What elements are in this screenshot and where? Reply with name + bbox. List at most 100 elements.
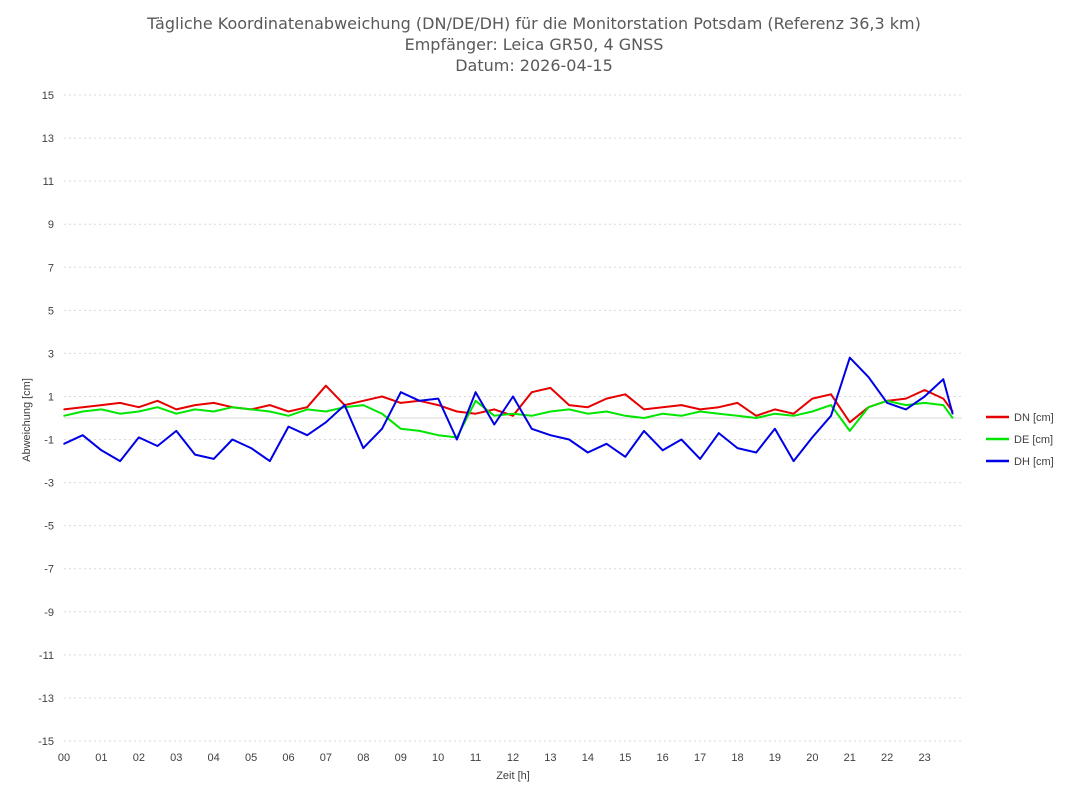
data-point (138, 436, 140, 439)
data-point (175, 412, 178, 415)
y-tick-label: 5 (48, 305, 54, 317)
data-point (306, 408, 309, 411)
data-point (437, 404, 439, 406)
x-tick-label: 19 (769, 752, 781, 764)
data-point (605, 443, 608, 445)
data-point (774, 408, 776, 411)
x-tick-label: 09 (395, 752, 407, 764)
data-point (587, 451, 589, 454)
data-point (493, 408, 496, 411)
data-point (717, 406, 720, 409)
x-tick-label: 08 (357, 752, 369, 764)
data-point (381, 395, 383, 398)
data-point (848, 421, 851, 424)
data-point (231, 406, 234, 409)
data-point (63, 415, 65, 417)
data-point (624, 415, 627, 417)
y-tick-label: 15 (42, 90, 54, 102)
data-point (381, 427, 383, 430)
data-point (530, 415, 533, 417)
legend-item: DE [cm] (986, 434, 1053, 446)
data-point (212, 410, 215, 413)
y-axis-label: Abweichung [cm] (21, 378, 33, 462)
data-point (886, 402, 888, 404)
data-point (250, 447, 252, 449)
x-axis-label: Zeit [h] (496, 770, 530, 782)
x-tick-label: 12 (507, 752, 519, 764)
data-point (792, 412, 795, 415)
y-tick-label: -7 (44, 564, 54, 576)
data-point (530, 427, 533, 430)
x-tick-label: 04 (208, 752, 220, 764)
data-point (306, 406, 309, 409)
data-point (811, 410, 814, 413)
data-point (287, 425, 290, 428)
data-point (194, 404, 196, 406)
data-point (717, 412, 720, 415)
y-tick-label: 13 (42, 133, 54, 145)
data-point (661, 406, 664, 409)
data-point (287, 415, 290, 417)
grid (64, 94, 962, 742)
series-2 (63, 399, 954, 439)
legend: DN [cm] DE [cm] DH [cm] (986, 412, 1054, 468)
data-point (905, 408, 907, 411)
data-point (643, 430, 645, 432)
y-tick-label: 3 (48, 348, 54, 360)
x-tick-label: 05 (245, 752, 257, 764)
data-point (399, 427, 402, 430)
title-line-3: Datum: 2026-04-15 (455, 56, 613, 75)
data-point (923, 395, 926, 398)
data-point (923, 389, 926, 391)
y-tick-label: -1 (44, 435, 54, 447)
data-point (325, 410, 327, 413)
data-point (119, 412, 121, 415)
data-point (474, 391, 477, 393)
data-point (138, 406, 140, 409)
data-point (399, 391, 402, 393)
data-point (512, 395, 514, 398)
data-point (381, 412, 383, 415)
legend-item: DH [cm] (986, 456, 1054, 468)
data-point (100, 449, 103, 452)
data-point (81, 434, 84, 437)
data-point (194, 408, 196, 411)
data-point (848, 356, 851, 359)
data-point (848, 430, 851, 432)
data-point (399, 402, 402, 404)
x-tick-label: 03 (170, 752, 182, 764)
data-point (605, 397, 608, 400)
data-point (942, 378, 945, 381)
data-point (568, 404, 570, 406)
data-point (231, 438, 234, 441)
data-point (100, 404, 103, 406)
title-line-1: Tägliche Koordinatenabweichung (DN/DE/DH… (146, 14, 921, 33)
data-point (175, 408, 178, 411)
data-point (474, 412, 477, 415)
data-point (774, 412, 776, 415)
data-point (717, 432, 720, 434)
data-point (100, 408, 103, 411)
data-point (81, 406, 84, 409)
data-point (268, 410, 271, 413)
data-point (81, 410, 84, 413)
data-point (362, 399, 365, 402)
data-point (830, 404, 832, 406)
data-point (325, 421, 327, 424)
data-point (530, 391, 533, 393)
data-point (736, 402, 739, 404)
data-point (156, 445, 159, 447)
data-point (867, 376, 870, 378)
x-tick-label: 02 (133, 752, 145, 764)
x-tick-label: 11 (470, 752, 481, 764)
data-point (680, 438, 683, 441)
data-point (942, 404, 945, 406)
data-point (905, 397, 907, 400)
data-point (493, 423, 496, 426)
series (63, 356, 954, 463)
x-tick-label: 16 (657, 752, 669, 764)
data-point (119, 402, 121, 404)
data-point (587, 406, 589, 409)
data-point (830, 415, 832, 417)
data-point (699, 458, 701, 460)
